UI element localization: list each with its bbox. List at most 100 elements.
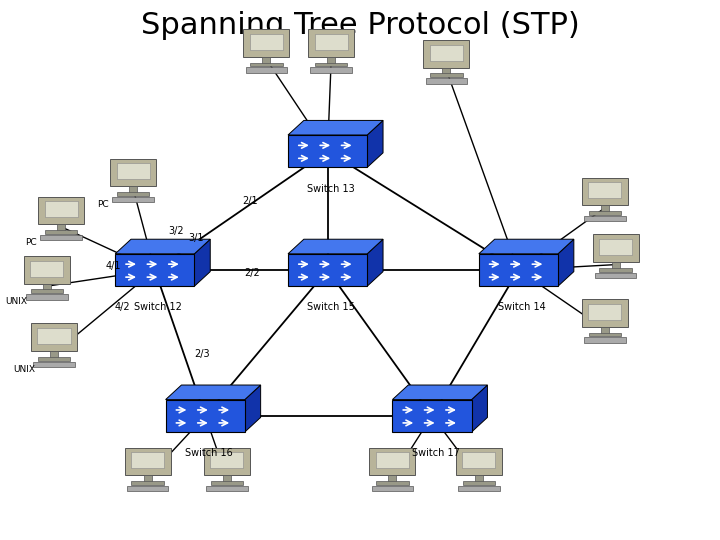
Text: 2/3: 2/3 bbox=[194, 349, 210, 359]
FancyBboxPatch shape bbox=[589, 333, 621, 336]
FancyBboxPatch shape bbox=[315, 63, 347, 66]
FancyBboxPatch shape bbox=[310, 68, 352, 73]
FancyBboxPatch shape bbox=[117, 164, 150, 179]
Text: Switch 12: Switch 12 bbox=[135, 302, 182, 313]
FancyBboxPatch shape bbox=[456, 448, 502, 475]
FancyBboxPatch shape bbox=[166, 400, 245, 432]
Polygon shape bbox=[194, 239, 210, 286]
FancyBboxPatch shape bbox=[308, 29, 354, 57]
FancyBboxPatch shape bbox=[129, 186, 138, 194]
FancyBboxPatch shape bbox=[426, 78, 467, 84]
Polygon shape bbox=[367, 120, 383, 167]
Text: UNIX: UNIX bbox=[6, 297, 27, 306]
Polygon shape bbox=[479, 239, 574, 254]
Text: UNIX: UNIX bbox=[13, 364, 35, 374]
FancyBboxPatch shape bbox=[40, 235, 82, 240]
Polygon shape bbox=[392, 385, 487, 400]
FancyBboxPatch shape bbox=[206, 486, 248, 491]
FancyBboxPatch shape bbox=[42, 284, 51, 292]
FancyBboxPatch shape bbox=[117, 192, 149, 196]
FancyBboxPatch shape bbox=[288, 135, 367, 167]
Text: 4/1: 4/1 bbox=[106, 261, 122, 271]
Text: 3/1: 3/1 bbox=[188, 233, 204, 242]
FancyBboxPatch shape bbox=[458, 486, 500, 491]
FancyBboxPatch shape bbox=[388, 475, 397, 483]
FancyBboxPatch shape bbox=[372, 486, 413, 491]
FancyBboxPatch shape bbox=[392, 400, 472, 432]
Polygon shape bbox=[367, 239, 383, 286]
FancyBboxPatch shape bbox=[246, 68, 287, 73]
FancyBboxPatch shape bbox=[45, 230, 77, 234]
FancyBboxPatch shape bbox=[115, 254, 194, 286]
FancyBboxPatch shape bbox=[143, 475, 152, 483]
Text: Switch 13: Switch 13 bbox=[307, 184, 355, 194]
FancyBboxPatch shape bbox=[125, 448, 171, 475]
FancyBboxPatch shape bbox=[442, 68, 451, 76]
FancyBboxPatch shape bbox=[110, 159, 156, 186]
FancyBboxPatch shape bbox=[33, 362, 75, 367]
Text: 2/2: 2/2 bbox=[244, 268, 260, 278]
Text: Switch 16: Switch 16 bbox=[185, 448, 233, 458]
FancyBboxPatch shape bbox=[584, 216, 626, 221]
FancyBboxPatch shape bbox=[26, 294, 68, 300]
FancyBboxPatch shape bbox=[588, 304, 621, 320]
FancyBboxPatch shape bbox=[37, 328, 71, 344]
Text: Spanning Tree Protocol (STP): Spanning Tree Protocol (STP) bbox=[140, 11, 580, 40]
FancyBboxPatch shape bbox=[222, 475, 231, 483]
FancyBboxPatch shape bbox=[588, 183, 621, 198]
FancyBboxPatch shape bbox=[600, 205, 609, 213]
FancyBboxPatch shape bbox=[288, 254, 367, 286]
Text: 2/1: 2/1 bbox=[242, 196, 258, 206]
Polygon shape bbox=[245, 385, 261, 432]
FancyBboxPatch shape bbox=[132, 481, 163, 485]
Text: PC: PC bbox=[97, 200, 109, 209]
FancyBboxPatch shape bbox=[369, 448, 415, 475]
FancyBboxPatch shape bbox=[24, 256, 70, 284]
FancyBboxPatch shape bbox=[251, 63, 282, 66]
FancyBboxPatch shape bbox=[204, 448, 250, 475]
Polygon shape bbox=[166, 385, 261, 400]
FancyBboxPatch shape bbox=[463, 481, 495, 485]
FancyBboxPatch shape bbox=[112, 197, 154, 202]
Polygon shape bbox=[288, 239, 383, 254]
FancyBboxPatch shape bbox=[50, 351, 58, 359]
FancyBboxPatch shape bbox=[430, 45, 463, 60]
FancyBboxPatch shape bbox=[250, 34, 283, 50]
FancyBboxPatch shape bbox=[31, 323, 77, 351]
FancyBboxPatch shape bbox=[584, 338, 626, 343]
FancyBboxPatch shape bbox=[45, 201, 78, 217]
Polygon shape bbox=[472, 385, 487, 432]
FancyBboxPatch shape bbox=[211, 481, 243, 485]
FancyBboxPatch shape bbox=[327, 57, 336, 65]
FancyBboxPatch shape bbox=[57, 224, 66, 232]
FancyBboxPatch shape bbox=[593, 234, 639, 262]
Polygon shape bbox=[288, 120, 383, 135]
Text: 3/2: 3/2 bbox=[168, 226, 184, 236]
Text: Switch 17: Switch 17 bbox=[412, 448, 459, 458]
FancyBboxPatch shape bbox=[243, 29, 289, 57]
FancyBboxPatch shape bbox=[595, 273, 636, 278]
FancyBboxPatch shape bbox=[462, 453, 495, 468]
FancyBboxPatch shape bbox=[131, 453, 164, 468]
FancyBboxPatch shape bbox=[589, 211, 621, 215]
Text: Switch 14: Switch 14 bbox=[498, 302, 546, 313]
Text: PC: PC bbox=[25, 238, 37, 247]
FancyBboxPatch shape bbox=[38, 197, 84, 224]
FancyBboxPatch shape bbox=[611, 262, 620, 270]
Polygon shape bbox=[115, 239, 210, 254]
FancyBboxPatch shape bbox=[423, 40, 469, 68]
FancyBboxPatch shape bbox=[479, 254, 558, 286]
FancyBboxPatch shape bbox=[315, 34, 348, 50]
Text: Switch 15: Switch 15 bbox=[307, 302, 355, 313]
FancyBboxPatch shape bbox=[600, 327, 609, 335]
FancyBboxPatch shape bbox=[377, 481, 408, 485]
FancyBboxPatch shape bbox=[127, 486, 168, 491]
Text: 4/2: 4/2 bbox=[114, 302, 130, 312]
FancyBboxPatch shape bbox=[600, 268, 631, 272]
FancyBboxPatch shape bbox=[431, 73, 462, 77]
FancyBboxPatch shape bbox=[31, 289, 63, 293]
FancyBboxPatch shape bbox=[210, 453, 243, 468]
FancyBboxPatch shape bbox=[376, 453, 409, 468]
FancyBboxPatch shape bbox=[474, 475, 483, 483]
FancyBboxPatch shape bbox=[582, 299, 628, 327]
